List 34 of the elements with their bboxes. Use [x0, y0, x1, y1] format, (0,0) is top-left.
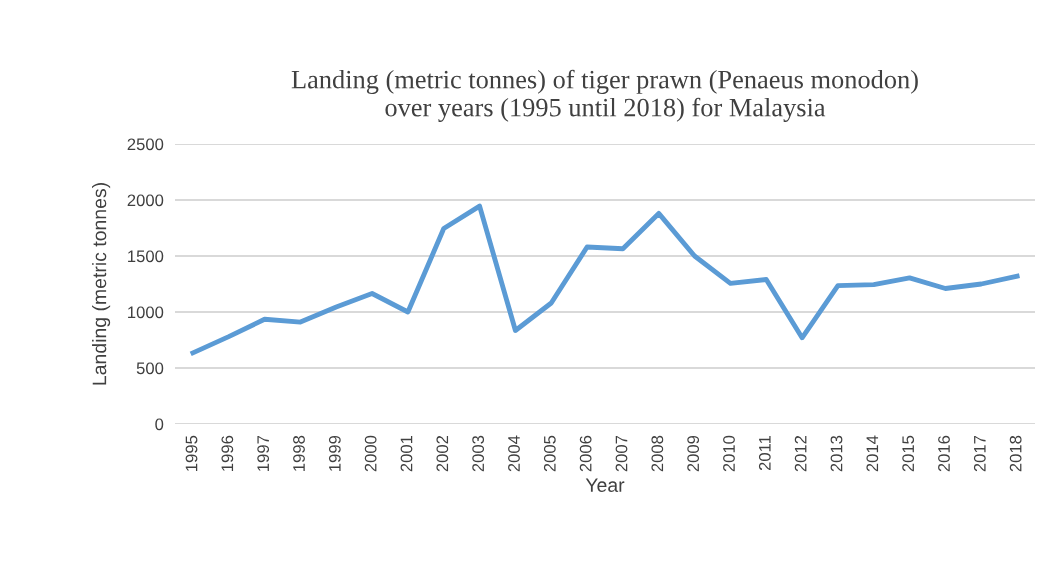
x-tick-label: 2010 — [723, 435, 735, 472]
y-tick-label: 2500 — [127, 138, 164, 151]
x-tick-label: 1996 — [221, 435, 234, 471]
x-tick-label: 2001 — [400, 435, 413, 472]
x-tick-label: 2009 — [687, 435, 700, 472]
x-tick-label: 2000 — [364, 435, 377, 472]
x-tick-label: 2013 — [830, 435, 843, 472]
line-series — [190, 203, 1020, 356]
x-axis-title: Year — [585, 478, 625, 493]
x-tick-label: 2002 — [436, 435, 449, 472]
y-tick-label: 1000 — [128, 306, 164, 319]
x-tick-label: 2005 — [543, 435, 556, 472]
y-tick-label: 1500 — [128, 250, 164, 263]
x-tick-label: 1995 — [185, 435, 198, 471]
x-tick-label: 2011 — [758, 435, 771, 471]
x-tick-label: 2004 — [508, 435, 520, 472]
x-tick-label: 2012 — [794, 435, 807, 472]
y-tick-label: 500 — [136, 362, 164, 375]
x-tick-label: 2006 — [579, 435, 592, 472]
y-tick-label: 2000 — [127, 194, 164, 207]
x-tick-label: 1998 — [293, 435, 305, 471]
x-tick-label: 2008 — [651, 435, 664, 472]
chart-title: Landing (metric tonnes) of tiger prawn (Penaeus monodon) over years (1995 until 2018) for Malaysia — [291, 69, 918, 122]
x-tick-label: 2018 — [1009, 435, 1022, 472]
x-tick-label: 2015 — [902, 435, 915, 472]
x-tick-label: 2007 — [615, 435, 628, 472]
x-tick-label: 2017 — [973, 435, 986, 472]
x-tick-label: 2016 — [938, 435, 950, 472]
x-tick-label: 2003 — [472, 435, 485, 472]
x-tick-label: 1997 — [257, 435, 270, 471]
y-tick-label: 0 — [155, 418, 164, 431]
x-tick-label: 2014 — [866, 435, 879, 472]
y-axis-title: Landing (metric tonnes) — [92, 183, 111, 385]
x-tick-label: 1999 — [328, 435, 341, 471]
